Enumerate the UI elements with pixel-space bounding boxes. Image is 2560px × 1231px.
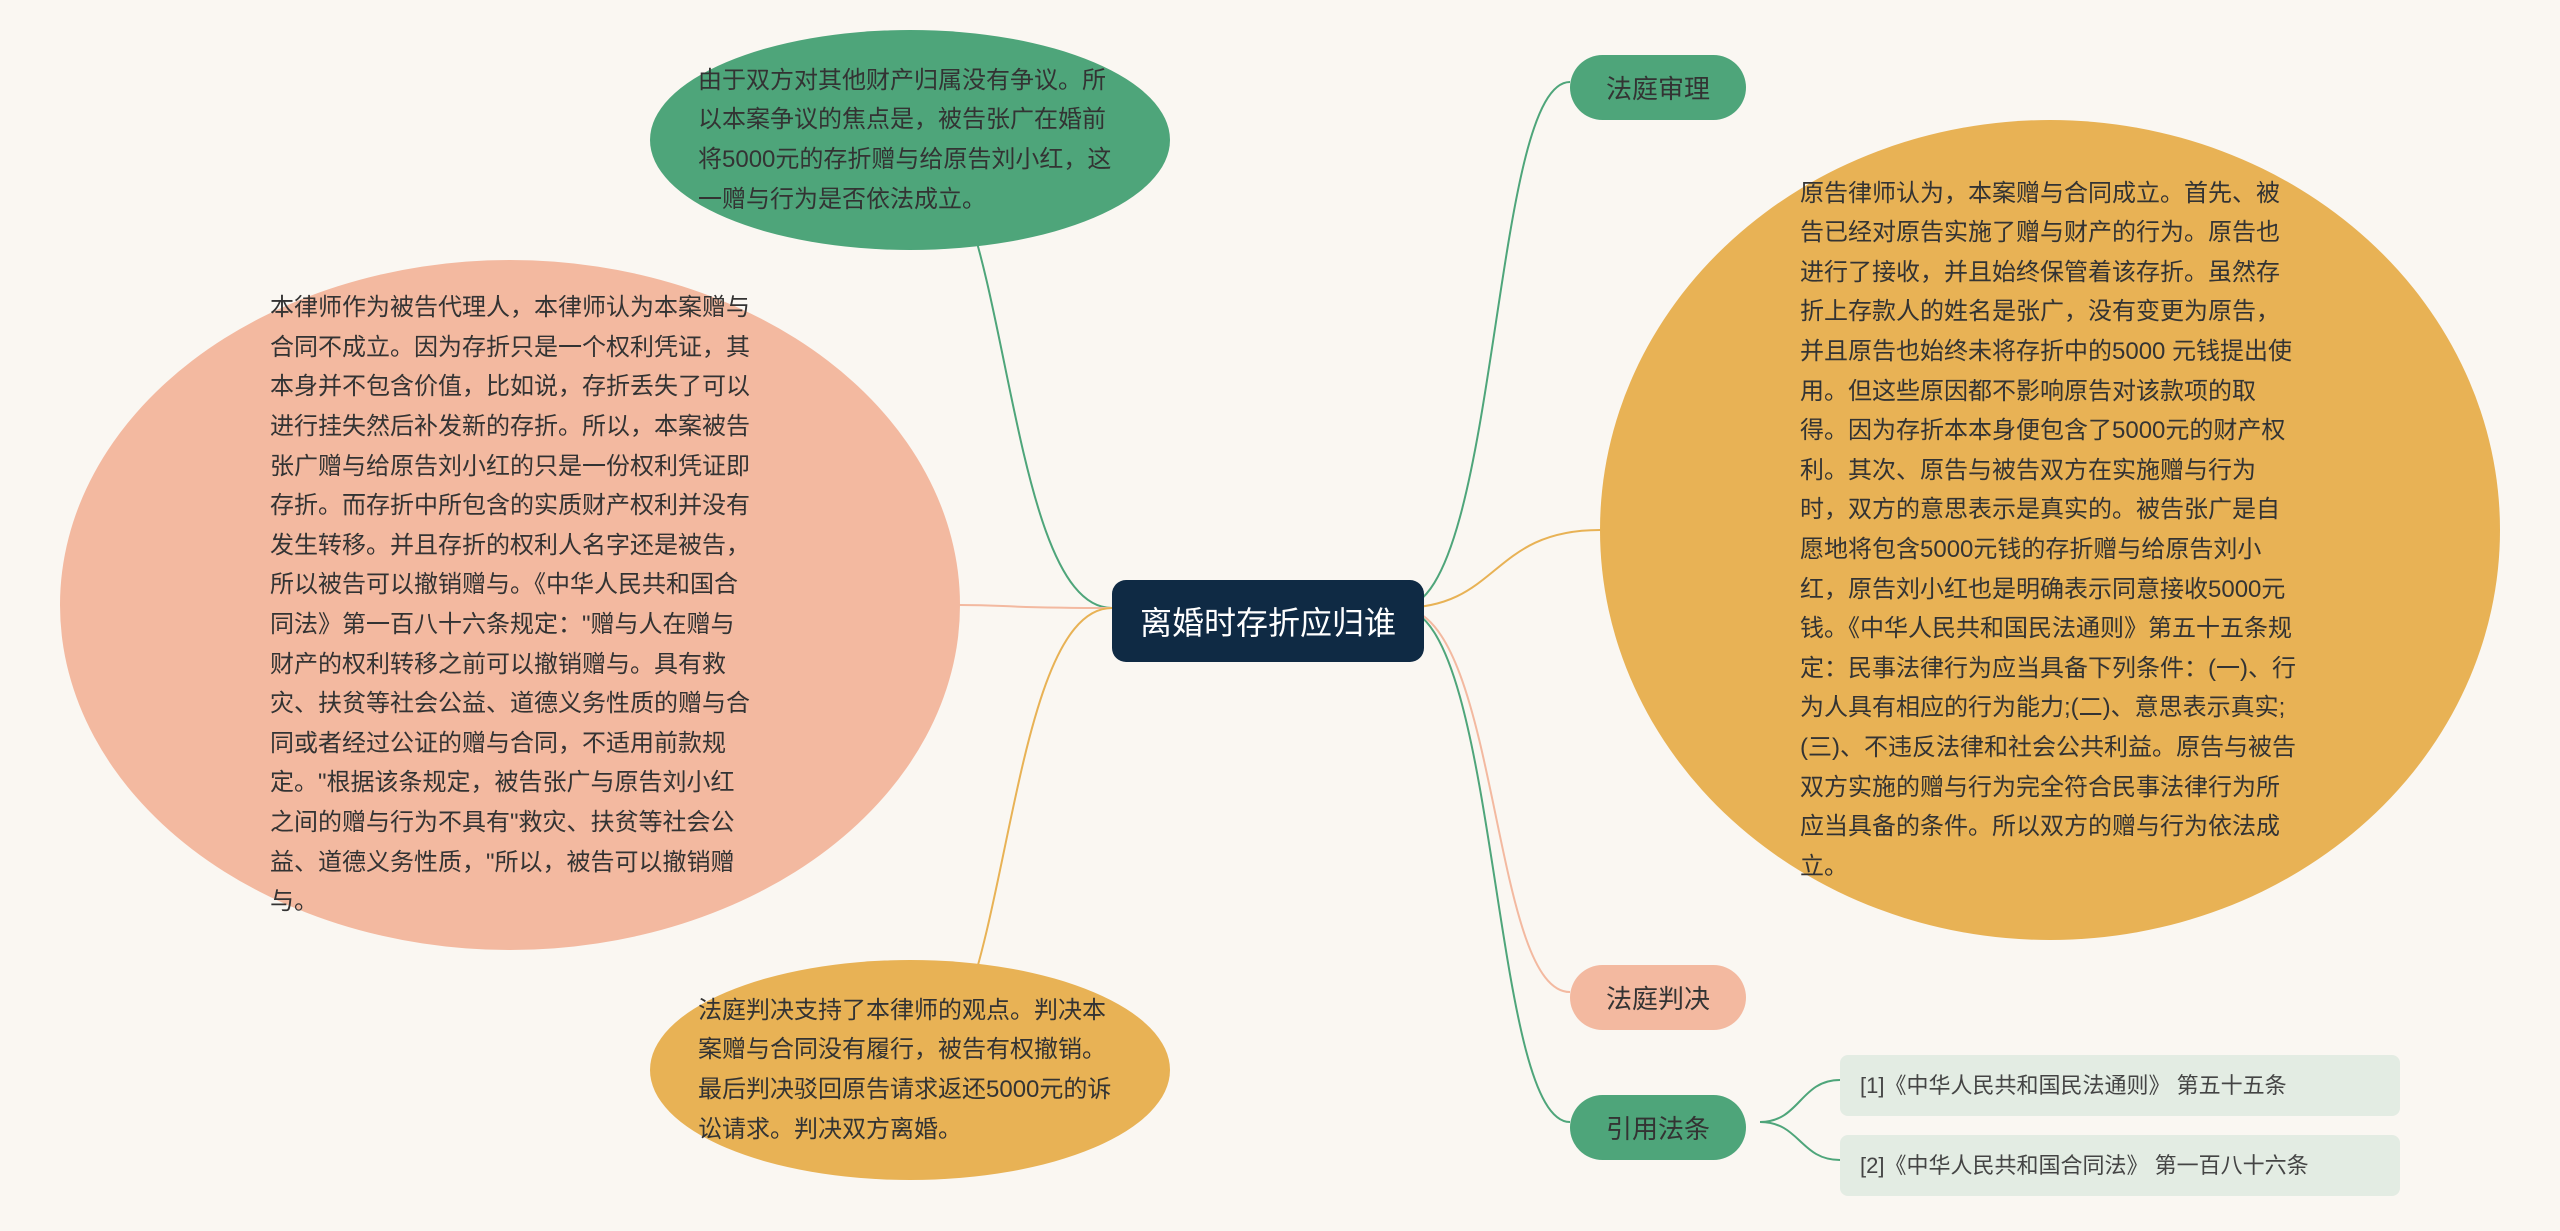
node-text: 原告律师认为，本案赠与合同成立。首先、被告已经对原告实施了赠与财产的行为。原告也… — [1800, 174, 2300, 887]
center-topic: 离婚时存折应归谁 — [1112, 580, 1424, 662]
node-text: 法庭判决支持了本律师的观点。判决本案赠与合同没有履行，被告有权撤销。最后判决驳回… — [698, 991, 1122, 1149]
node-text: 由于双方对其他财产归属没有争议。所以本案争议的焦点是，被告张广在婚前将5000元… — [698, 61, 1122, 219]
pill-cited-law: 引用法条 — [1570, 1095, 1746, 1160]
law-citation-1: [1]《中华人民共和国民法通则》 第五十五条 — [1840, 1055, 2400, 1116]
pill-court-verdict: 法庭判决 — [1570, 965, 1746, 1030]
node-defendant-lawyer: 本律师作为被告代理人，本律师认为本案赠与合同不成立。因为存折只是一个权利凭证，其… — [60, 260, 960, 950]
pill-court-trial: 法庭审理 — [1570, 55, 1746, 120]
node-dispute-focus: 由于双方对其他财产归属没有争议。所以本案争议的焦点是，被告张广在婚前将5000元… — [650, 30, 1170, 250]
law-citation-2: [2]《中华人民共和国合同法》 第一百八十六条 — [1840, 1135, 2400, 1196]
node-plaintiff-lawyer: 原告律师认为，本案赠与合同成立。首先、被告已经对原告实施了赠与财产的行为。原告也… — [1600, 120, 2500, 940]
node-verdict-detail: 法庭判决支持了本律师的观点。判决本案赠与合同没有履行，被告有权撤销。最后判决驳回… — [650, 960, 1170, 1180]
node-text: 本律师作为被告代理人，本律师认为本案赠与合同不成立。因为存折只是一个权利凭证，其… — [270, 288, 750, 922]
